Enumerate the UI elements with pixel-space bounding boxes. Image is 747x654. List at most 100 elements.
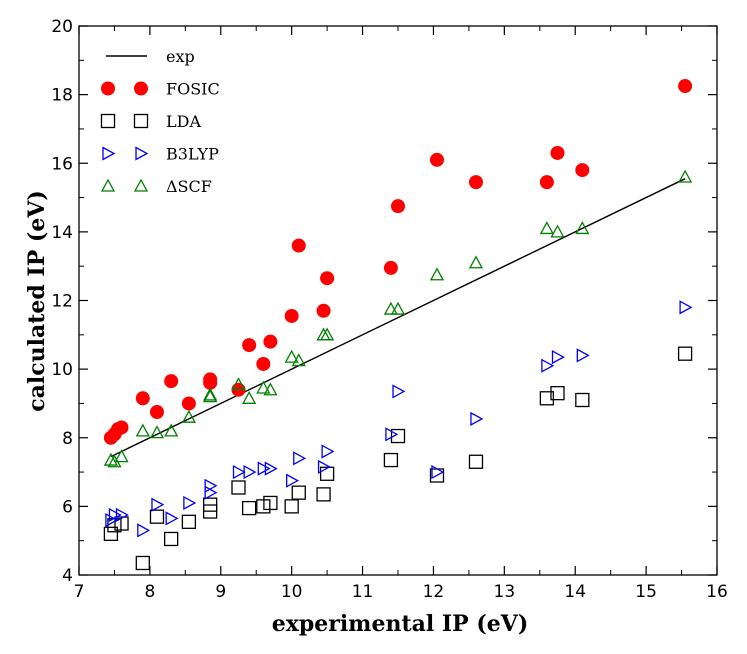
data-point	[108, 507, 122, 523]
legend-marker	[100, 178, 116, 192]
data-point	[264, 461, 278, 476]
legend-marker	[134, 81, 148, 96]
legend-marker	[133, 113, 149, 129]
axes-layer: 7 8 9 10 11 12 13 14 15 16 4 6 8 10 12 14 16 18 20	[51, 17, 727, 602]
data-point	[263, 382, 278, 396]
x-tick-label: 7	[74, 582, 85, 602]
data-point	[284, 308, 299, 323]
data-point	[103, 526, 119, 541]
data-point	[135, 391, 150, 406]
data-point	[678, 79, 693, 94]
data-point	[241, 500, 257, 516]
data-point	[263, 334, 278, 349]
x-tick-label: 14	[564, 582, 586, 602]
x-tick-label: 13	[494, 582, 516, 602]
data-point	[539, 175, 554, 190]
data-point	[164, 423, 179, 437]
legend-label: ΔSCF	[166, 177, 212, 196]
x-tick-label: 8	[144, 582, 155, 602]
series-exp	[110, 178, 686, 458]
data-point	[468, 454, 484, 469]
series-b3lyp	[105, 300, 693, 538]
data-point	[231, 480, 246, 495]
legend: exp FOSIC LDA B3LYP ΔSCF	[100, 47, 220, 196]
data-point	[541, 358, 555, 373]
data-point	[321, 444, 335, 459]
legend-entry-scf: ΔSCF	[100, 177, 212, 196]
legend-entry-b3lyp: B3LYP	[102, 145, 219, 164]
data-point	[231, 377, 246, 391]
data-point	[203, 375, 218, 390]
data-point	[232, 464, 246, 480]
legend-marker	[135, 146, 149, 161]
data-point	[316, 487, 331, 502]
data-point	[263, 495, 278, 511]
legend-label: B3LYP	[166, 145, 219, 164]
data-point	[181, 409, 196, 423]
data-point	[149, 405, 164, 420]
data-point	[468, 175, 483, 190]
data-point	[135, 555, 150, 571]
x-tick-label: 12	[423, 582, 445, 602]
data-point	[319, 466, 335, 481]
data-point	[468, 255, 484, 269]
x-tick-label: 9	[215, 582, 226, 602]
series-layer	[103, 79, 693, 571]
data-point	[551, 350, 565, 365]
data-point	[204, 485, 218, 500]
legend-entry-exp: exp	[106, 47, 195, 66]
x-tick-label: 11	[352, 582, 374, 602]
data-point	[550, 385, 565, 401]
data-point	[293, 451, 307, 466]
y-tick-label: 12	[51, 292, 73, 312]
data-point	[284, 499, 299, 514]
data-point	[539, 391, 555, 406]
data-point	[151, 497, 165, 512]
y-tick-label: 6	[62, 497, 73, 517]
data-point	[391, 199, 405, 214]
plot-area	[79, 26, 717, 575]
data-point	[242, 338, 257, 353]
plot-background	[79, 26, 717, 575]
data-point	[320, 327, 335, 341]
data-point	[317, 459, 331, 475]
series-scf	[103, 169, 693, 468]
legend-entry-fosic: FOSIC	[101, 80, 220, 99]
data-point	[242, 390, 257, 404]
data-point	[291, 238, 306, 253]
data-point	[385, 427, 399, 442]
data-point	[115, 507, 129, 523]
data-point	[286, 473, 300, 488]
data-point	[291, 485, 306, 500]
y-tick-label: 10	[51, 360, 73, 380]
y-tick-label: 20	[51, 17, 73, 37]
data-point	[165, 511, 179, 526]
data-point	[202, 497, 218, 512]
data-point	[390, 428, 406, 444]
data-point	[105, 513, 119, 528]
y-tick-label: 18	[51, 86, 73, 106]
data-point	[204, 478, 218, 493]
exp-line	[110, 178, 686, 458]
data-point	[576, 348, 590, 363]
y-tick-label: 16	[51, 154, 73, 174]
data-point	[575, 221, 590, 235]
y-tick-label: 14	[51, 223, 73, 243]
data-point	[284, 349, 299, 363]
legend-marker	[133, 178, 149, 192]
x-tick-label: 15	[635, 582, 657, 602]
data-point	[149, 425, 165, 439]
y-tick-label: 4	[62, 566, 73, 586]
legend-label: FOSIC	[166, 80, 220, 99]
data-point	[149, 509, 165, 524]
data-point	[203, 389, 218, 403]
data-point	[114, 516, 129, 531]
data-point	[429, 267, 445, 281]
y-axis-label: calculated IP (eV)	[24, 190, 50, 412]
y-tick-label: 8	[62, 429, 73, 449]
legend-marker	[100, 113, 116, 129]
data-point	[243, 464, 257, 480]
data-point	[316, 303, 331, 318]
legend-entry-lda: LDA	[100, 112, 201, 131]
